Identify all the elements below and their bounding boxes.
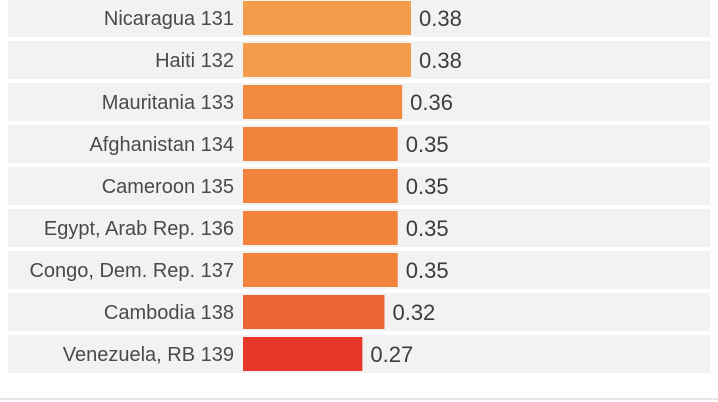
bar <box>243 1 411 35</box>
value-label: 0.35 <box>406 132 449 157</box>
bar <box>243 253 398 287</box>
value-label: 0.35 <box>406 174 449 199</box>
bar <box>243 337 363 371</box>
bar <box>243 211 398 245</box>
value-label: 0.27 <box>370 342 413 367</box>
bar <box>243 127 398 161</box>
category-label: Congo, Dem. Rep. 137 <box>29 260 234 282</box>
value-label: 0.36 <box>410 90 453 115</box>
bar <box>243 169 398 203</box>
category-label: Haiti 132 <box>155 50 234 72</box>
category-label: Nicaragua 131 <box>104 8 234 30</box>
bar <box>243 85 403 119</box>
value-label: 0.32 <box>392 300 435 325</box>
bar <box>243 43 411 77</box>
bar <box>243 295 385 329</box>
category-label: Mauritania 133 <box>102 92 234 114</box>
chart-rows: Nicaragua 131 0.38 Haiti 132 0.38 Mauritania… <box>8 0 710 373</box>
category-label: Afghanistan 134 <box>89 134 234 156</box>
value-label: 0.38 <box>419 48 462 73</box>
category-label: Venezuela, RB 139 <box>63 344 234 366</box>
value-label: 0.38 <box>419 6 462 31</box>
value-label: 0.35 <box>406 216 449 241</box>
value-label: 0.35 <box>406 258 449 283</box>
category-label: Egypt, Arab Rep. 136 <box>44 218 234 240</box>
category-label: Cameroon 135 <box>102 176 234 198</box>
category-label: Cambodia 138 <box>104 302 234 324</box>
